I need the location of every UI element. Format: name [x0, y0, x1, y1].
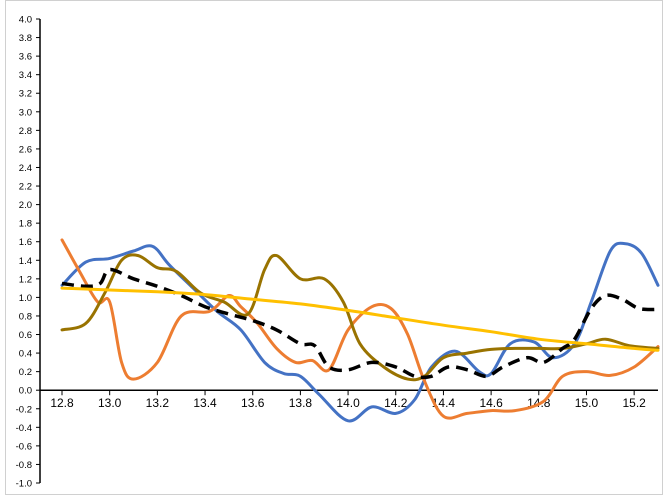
y-tick-label: 3.2: [19, 89, 32, 100]
series-line-black-dashed: [61, 267, 659, 380]
x-tick-label: 13.2: [146, 396, 170, 410]
series-line-yellow: [60, 286, 660, 352]
chart-frame: [5, 0, 663, 495]
y-tick-label: 3.8: [19, 33, 32, 44]
y-tick-label: -0.6: [16, 441, 32, 452]
y-tick-label: -0.2: [16, 404, 32, 415]
y-tick-label: 2.4: [19, 163, 32, 174]
y-tick-label: 1.6: [19, 237, 32, 248]
y-tick-label: 3.0: [19, 107, 32, 118]
y-tick-labels: -1.0 -0.8 -0.6 -0.4 -0.2 0.0 0.2 0.4 0.6 0.8 1.0 1.…: [16, 15, 32, 490]
x-tick-label: 12.8: [50, 396, 74, 410]
y-tick-label: 2.8: [19, 126, 32, 137]
y-tick-label: -0.8: [16, 460, 32, 471]
y-tick-label: 1.8: [19, 219, 32, 230]
x-tick-label: 14.0: [336, 396, 360, 410]
x-tick-label: 14.6: [479, 396, 503, 410]
x-tick-labels: 12.8 13.0 13.2 13.4 13.6 13.8 14.0 14.2 14.4 14.6…: [50, 396, 646, 410]
y-tick-label: -0.4: [16, 423, 32, 434]
y-tick-label: 2.6: [19, 144, 32, 155]
y-tick-label: 1.2: [19, 274, 32, 285]
x-tick-label: 15.2: [622, 396, 646, 410]
y-tick-label: 0.0: [19, 386, 32, 397]
axes: [36, 18, 658, 484]
y-tick-label: 2.0: [19, 200, 32, 211]
y-tick-label: 3.4: [19, 70, 32, 81]
y-tick-label: 3.6: [19, 52, 32, 63]
y-tick-label: 0.8: [19, 311, 32, 322]
series-line-orange: [60, 238, 660, 420]
y-tick-label: 1.0: [19, 293, 32, 304]
series-line-blue: [60, 241, 660, 423]
y-tick-label: 2.2: [19, 182, 32, 193]
x-tick-label: 13.6: [241, 396, 265, 410]
x-tick-label: 15.0: [575, 396, 599, 410]
y-tick-label: 0.6: [19, 330, 32, 341]
y-tick-label: -1.0: [16, 479, 32, 490]
y-tick-label: 0.4: [19, 349, 32, 360]
series-group: [60, 238, 660, 423]
y-tick-label: 1.4: [19, 256, 32, 267]
x-tick-label: 13.4: [193, 396, 217, 410]
x-tick-label: 14.2: [384, 396, 408, 410]
y-tick-label: 4.0: [19, 15, 32, 26]
series-line-olive: [60, 253, 660, 382]
x-tick-label: 13.8: [289, 396, 313, 410]
y-tick-label: 0.2: [19, 367, 32, 378]
x-tick-label: 13.0: [98, 396, 122, 410]
